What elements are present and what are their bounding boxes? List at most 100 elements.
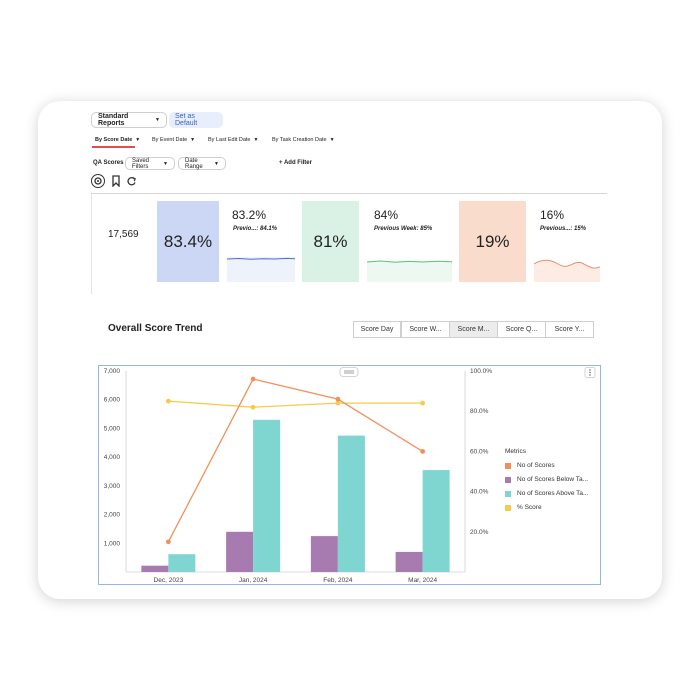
kpi-1-value: 83.2% bbox=[232, 208, 267, 222]
legend-swatch bbox=[505, 490, 511, 497]
menu-dot bbox=[589, 369, 591, 371]
kpi-1-main: 83.4% bbox=[157, 201, 219, 282]
no-of-scores-point bbox=[420, 449, 426, 454]
kpi-2-sparkline-line bbox=[367, 260, 452, 263]
tab-last-edit-date[interactable]: By Last Edit Date ▼ bbox=[208, 137, 258, 143]
kpi-3-previous: Previous...: 15% bbox=[540, 226, 587, 232]
tab-label: By Event Date bbox=[152, 137, 188, 143]
score-day-button[interactable]: Score Day bbox=[353, 321, 401, 338]
kpi-1-sparkline-line bbox=[227, 257, 295, 260]
score-quarter-button[interactable]: Score Q... bbox=[497, 321, 546, 338]
kpi-1-big-value: 83.4% bbox=[163, 231, 213, 251]
tab-label: By Last Edit Date bbox=[208, 137, 251, 143]
y-right-tick-label: 20.0% bbox=[470, 529, 489, 536]
legend-title: Metrics bbox=[505, 448, 526, 455]
trend-title: Overall Score Trend bbox=[108, 323, 203, 334]
legend-label: % Score bbox=[517, 504, 542, 511]
chevron-down-icon: ▼ bbox=[214, 160, 219, 167]
tab-event-date[interactable]: By Event Date ▼ bbox=[152, 137, 195, 143]
set-as-default-button[interactable]: Set as Default bbox=[169, 112, 223, 128]
tab-score-date[interactable]: By Score Date ▼ bbox=[95, 137, 140, 143]
y-left-tick-label: 5,000 bbox=[104, 425, 121, 432]
chevron-down-icon: ▼ bbox=[253, 137, 259, 143]
score-percent-point bbox=[335, 400, 341, 406]
set-as-default-label: Set as Default bbox=[175, 113, 198, 127]
kpi-2-main: 81% bbox=[302, 201, 359, 282]
tab-task-creation-date[interactable]: By Task Creation Date ▼ bbox=[272, 137, 335, 143]
bar-below-target bbox=[226, 531, 254, 572]
kpi-3-big-value: 19% bbox=[475, 231, 510, 251]
legend-item-above[interactable]: No of Scores Above Ta... bbox=[505, 490, 588, 497]
bookmark-icon[interactable] bbox=[109, 174, 123, 188]
y-left-tick-label: 3,000 bbox=[104, 483, 121, 490]
settings-gear-icon[interactable] bbox=[91, 174, 105, 188]
y-left-tick-label: 1,000 bbox=[104, 540, 121, 547]
y-right-tick-label: 40.0% bbox=[470, 489, 489, 496]
legend-item-score[interactable]: % Score bbox=[505, 504, 542, 511]
date-range-dropdown[interactable]: Date Range ▼ bbox=[178, 157, 226, 170]
score-percent-point bbox=[165, 398, 171, 404]
y-left-tick-label: 7,000 bbox=[104, 368, 121, 375]
section-divider bbox=[91, 193, 607, 194]
kpi-2-sparkline bbox=[367, 260, 452, 282]
bar-above-target bbox=[337, 435, 365, 572]
bar-below-target bbox=[395, 551, 423, 572]
chevron-down-icon: ▼ bbox=[135, 137, 141, 143]
chevron-down-icon: ▼ bbox=[329, 137, 335, 143]
bar-above-target bbox=[253, 419, 281, 572]
menu-dot bbox=[589, 374, 591, 376]
bar-above-target bbox=[168, 554, 196, 572]
no-of-scores-point bbox=[335, 396, 341, 402]
date-range-label: Date Range bbox=[185, 157, 203, 170]
x-tick-label: Feb, 2024 bbox=[323, 577, 353, 584]
y-right-tick-label: 80.0% bbox=[470, 408, 489, 415]
chevron-down-icon: ▼ bbox=[163, 160, 168, 167]
tab-label: By Task Creation Date bbox=[272, 137, 327, 143]
score-percent-line bbox=[168, 400, 423, 408]
kpi-1-sparkline-bg bbox=[227, 257, 295, 282]
standard-reports-label: Standard Reports bbox=[98, 113, 129, 127]
kpi-3-value: 16% bbox=[540, 208, 565, 222]
legend-label: No of Scores Below Ta... bbox=[517, 476, 589, 483]
kpi-3-sparkline-area bbox=[534, 260, 600, 282]
score-week-button[interactable]: Score W... bbox=[401, 321, 450, 338]
x-tick-label: Dec, 2023 bbox=[154, 577, 184, 584]
x-tick-label: Jan, 2024 bbox=[239, 577, 268, 584]
kpi-1-sparkline bbox=[227, 257, 295, 282]
add-filter-button[interactable]: + Add Filter bbox=[279, 160, 312, 166]
legend-swatch bbox=[505, 476, 511, 483]
score-year-button[interactable]: Score Y... bbox=[545, 321, 594, 338]
no-of-scores-point bbox=[165, 539, 171, 545]
legend-swatch bbox=[505, 462, 511, 469]
kpi-2-big-value: 81% bbox=[313, 231, 348, 251]
score-percent-point bbox=[420, 400, 426, 406]
legend-label: No of Scores bbox=[517, 462, 555, 469]
bar-above-target bbox=[422, 470, 450, 572]
y-left-tick-label: 4,000 bbox=[104, 454, 121, 461]
drag-handle-icon[interactable] bbox=[339, 367, 359, 377]
legend-item-count[interactable]: No of Scores bbox=[505, 462, 555, 469]
kpi-left-border bbox=[91, 194, 92, 294]
kpi-3-main: 19% bbox=[459, 201, 526, 282]
legend-item-below[interactable]: No of Scores Below Ta... bbox=[505, 476, 588, 483]
score-percent-point bbox=[250, 404, 256, 410]
kpi-3-sparkline bbox=[534, 259, 600, 282]
total-count: 17,569 bbox=[108, 229, 139, 240]
kpi-2-sparkline-bg bbox=[367, 261, 452, 282]
score-month-button[interactable]: Score M... bbox=[449, 321, 498, 338]
y-right-tick-label: 100.0% bbox=[470, 368, 492, 375]
qa-scores-label: QA Scores bbox=[93, 160, 124, 166]
chevron-down-icon: ▼ bbox=[155, 117, 160, 123]
chevron-down-icon: ▼ bbox=[190, 137, 196, 143]
overall-score-trend-chart: 1,000 2,000 3,000 4,000 5,000 6,000 7,000 20.0%… bbox=[98, 365, 601, 585]
bar-below-target bbox=[310, 536, 338, 572]
saved-filters-label: Saved Filters bbox=[132, 157, 150, 170]
y-left-tick-label: 2,000 bbox=[104, 512, 121, 519]
saved-filters-dropdown[interactable]: Saved Filters ▼ bbox=[125, 157, 175, 170]
refresh-icon[interactable] bbox=[124, 174, 138, 188]
active-tab-underline bbox=[92, 146, 135, 148]
standard-reports-dropdown[interactable]: Standard Reports ▼ bbox=[91, 112, 167, 128]
menu-dot bbox=[589, 371, 591, 374]
kpi-2-value: 84% bbox=[374, 208, 399, 222]
bar-below-target bbox=[141, 565, 169, 572]
